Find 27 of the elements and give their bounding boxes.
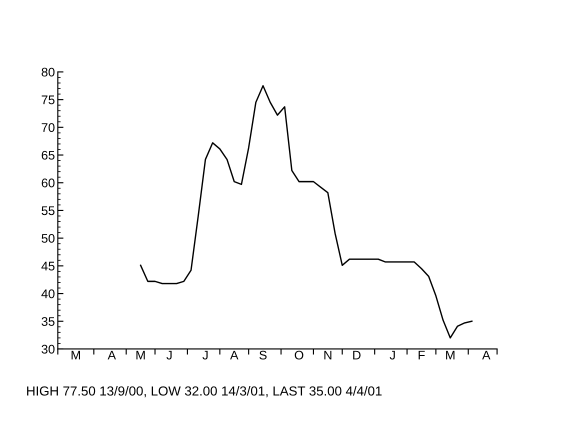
x-tick-label: M [446,350,454,360]
y-tick-label: 75 [42,96,54,104]
y-tick-label: 70 [42,123,55,132]
x-tick-label: A [230,350,238,360]
x-tick-label: M [72,350,80,360]
x-tick-label: J [390,350,395,360]
y-tick-label: 50 [42,234,55,243]
x-tick-label: J [166,350,172,360]
y-tick-label: 35 [42,317,54,326]
x-tick-label: A [108,350,116,360]
x-tick-label: S [259,350,267,360]
y-tick-label: 45 [41,262,54,271]
x-tick-label: D [353,350,361,360]
x-tick-label: J [202,350,208,360]
y-tick-label: 60 [42,178,55,188]
y-tick-label: 30 [42,344,55,354]
text: HIGH 77.50 13/9/00, LOW 32.00 14/3/01, LAST 35.00 4/4/01 [27,386,382,398]
x-tick-label: F [418,350,425,360]
y-tick-label: 55 [42,206,54,216]
x-tick-label: O [294,350,304,360]
y-tick-label: 80 [42,68,55,77]
x-tick-label: A [482,350,490,360]
y-tick-label: 65 [42,150,54,160]
y-tick-label: 40 [41,289,55,298]
x-tick-label: M [136,350,145,360]
x-tick-label: N [324,350,332,360]
line-series [140,85,473,339]
